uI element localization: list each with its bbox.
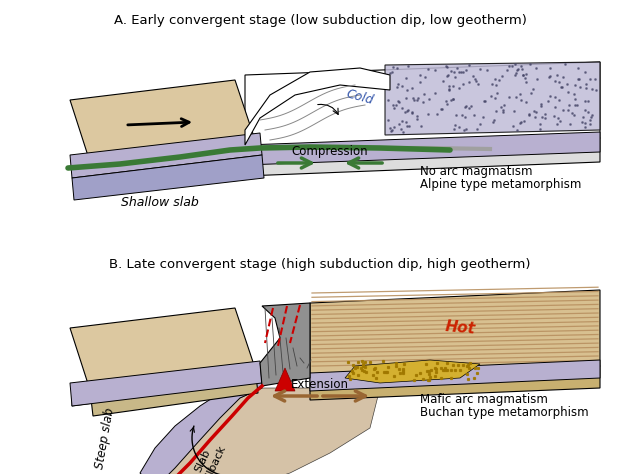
Text: Compression: Compression — [292, 145, 368, 158]
Text: Extension: Extension — [291, 378, 349, 391]
Polygon shape — [275, 368, 295, 391]
Polygon shape — [245, 68, 390, 145]
Polygon shape — [90, 368, 258, 416]
Text: Alpine type metamorphism: Alpine type metamorphism — [420, 178, 581, 191]
Polygon shape — [310, 366, 600, 400]
Polygon shape — [310, 290, 600, 378]
Text: No arc magmatism: No arc magmatism — [420, 165, 532, 178]
Polygon shape — [70, 80, 255, 162]
Polygon shape — [72, 155, 264, 200]
Polygon shape — [310, 360, 600, 391]
Polygon shape — [385, 62, 600, 135]
Polygon shape — [245, 138, 600, 176]
Text: A. Early convergent stage (low subduction dip, low geotherm): A. Early convergent stage (low subductio… — [113, 14, 527, 27]
Text: Shallow slab: Shallow slab — [121, 196, 199, 209]
Text: Mafic arc magmatism: Mafic arc magmatism — [420, 393, 548, 406]
Polygon shape — [90, 140, 258, 188]
Polygon shape — [70, 361, 262, 406]
Polygon shape — [260, 303, 310, 386]
Text: Cold: Cold — [345, 87, 375, 107]
Polygon shape — [345, 360, 480, 383]
Text: Slab
rollback: Slab rollback — [189, 438, 227, 474]
Polygon shape — [72, 363, 262, 474]
Text: Buchan type metamorphism: Buchan type metamorphism — [420, 406, 589, 419]
Text: Hot: Hot — [444, 319, 476, 337]
Polygon shape — [155, 388, 380, 474]
Text: Steep slab: Steep slab — [93, 406, 116, 470]
Polygon shape — [245, 62, 600, 152]
Polygon shape — [70, 308, 255, 390]
Polygon shape — [245, 132, 600, 165]
Text: B. Late convergent stage (high subduction dip, high geotherm): B. Late convergent stage (high subductio… — [109, 258, 531, 271]
Polygon shape — [70, 133, 262, 178]
